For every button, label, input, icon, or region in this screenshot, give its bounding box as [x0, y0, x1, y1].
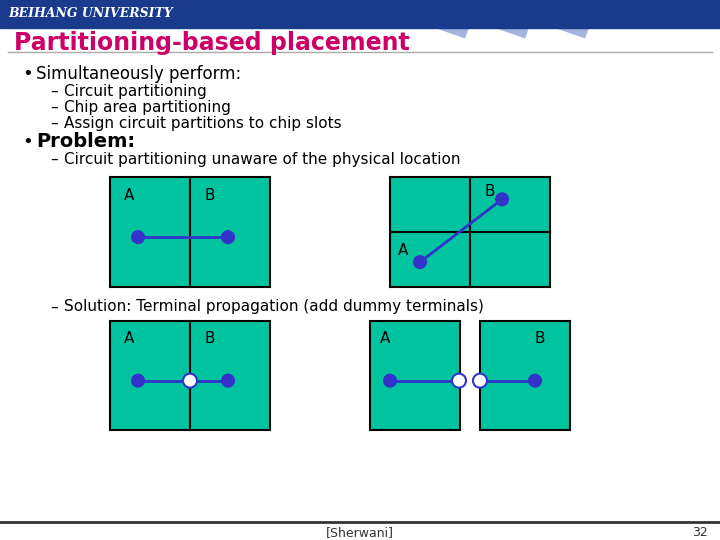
Circle shape [132, 375, 144, 387]
Text: B: B [535, 332, 546, 346]
Text: 32: 32 [692, 525, 708, 538]
Text: A: A [398, 242, 408, 258]
Text: Circuit partitioning: Circuit partitioning [64, 84, 207, 99]
Circle shape [384, 375, 396, 387]
Text: Solution: Terminal propagation (add dummy terminals): Solution: Terminal propagation (add dumm… [64, 299, 484, 314]
Circle shape [452, 374, 466, 388]
Text: Chip area partitioning: Chip area partitioning [64, 100, 231, 115]
Bar [0, 0, 720, 28]
Text: –: – [50, 152, 58, 167]
Text: [Sherwani]: [Sherwani] [326, 525, 394, 538]
Circle shape [496, 193, 508, 205]
Text: –: – [50, 100, 58, 115]
Circle shape [222, 375, 234, 387]
Circle shape [222, 231, 234, 243]
Bar [110, 321, 270, 430]
Text: B: B [204, 332, 215, 346]
Circle shape [183, 374, 197, 388]
Text: BEIHANG UNIVERSITY: BEIHANG UNIVERSITY [8, 8, 173, 21]
Circle shape [473, 374, 487, 388]
Text: –: – [50, 116, 58, 131]
Text: –: – [50, 299, 58, 314]
Circle shape [414, 256, 426, 268]
Text: B: B [204, 188, 215, 203]
Bar [370, 321, 460, 430]
Text: Assign circuit partitions to chip slots: Assign circuit partitions to chip slots [64, 116, 341, 131]
Circle shape [132, 231, 144, 243]
Bar [110, 177, 270, 287]
Text: A: A [124, 188, 135, 203]
Text: •: • [22, 132, 32, 151]
Text: •: • [22, 65, 32, 83]
Text: Problem:: Problem: [36, 132, 135, 151]
Text: –: – [50, 84, 58, 99]
Text: Partitioning-based placement: Partitioning-based placement [14, 31, 410, 55]
Text: A: A [124, 332, 135, 346]
Bar [480, 321, 570, 430]
Bar [390, 177, 550, 287]
Text: Circuit partitioning unaware of the physical location: Circuit partitioning unaware of the phys… [64, 152, 461, 167]
Circle shape [529, 375, 541, 387]
Text: B: B [484, 184, 495, 199]
Text: A: A [380, 332, 390, 346]
Text: Simultaneously perform:: Simultaneously perform: [36, 65, 241, 83]
